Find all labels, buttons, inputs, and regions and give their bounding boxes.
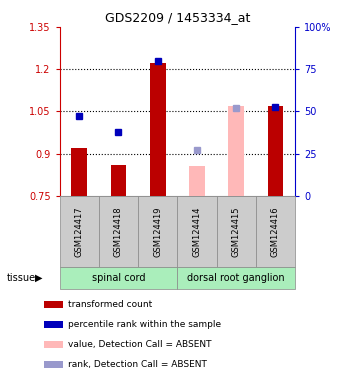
Text: GSM124416: GSM124416 bbox=[271, 206, 280, 257]
Bar bbox=[110, 165, 126, 196]
Bar bbox=[72, 148, 87, 196]
Bar bbox=[150, 63, 166, 196]
Title: GDS2209 / 1453334_at: GDS2209 / 1453334_at bbox=[105, 11, 250, 24]
Bar bbox=[267, 106, 283, 196]
Text: GSM124414: GSM124414 bbox=[192, 206, 202, 257]
Bar bbox=[228, 106, 244, 196]
Text: GSM124415: GSM124415 bbox=[232, 206, 241, 257]
Text: GSM124417: GSM124417 bbox=[75, 206, 84, 257]
Text: ▶: ▶ bbox=[35, 273, 43, 283]
Text: tissue: tissue bbox=[7, 273, 36, 283]
Text: value, Detection Call = ABSENT: value, Detection Call = ABSENT bbox=[68, 340, 212, 349]
Text: spinal cord: spinal cord bbox=[92, 273, 145, 283]
Text: GSM124419: GSM124419 bbox=[153, 206, 162, 257]
Bar bbox=[189, 166, 205, 196]
Text: percentile rank within the sample: percentile rank within the sample bbox=[68, 320, 221, 329]
Text: transformed count: transformed count bbox=[68, 300, 152, 309]
Text: dorsal root ganglion: dorsal root ganglion bbox=[187, 273, 285, 283]
Text: rank, Detection Call = ABSENT: rank, Detection Call = ABSENT bbox=[68, 360, 207, 369]
Text: GSM124418: GSM124418 bbox=[114, 206, 123, 257]
